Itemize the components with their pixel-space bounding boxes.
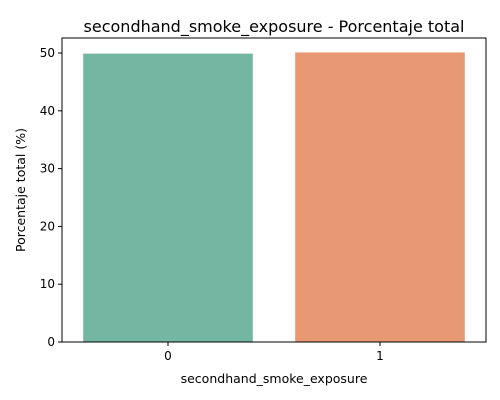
y-tick-label-50: 50 — [40, 46, 55, 60]
chart-title: secondhand_smoke_exposure - Porcentaje t… — [84, 17, 465, 37]
bar-1 — [295, 52, 465, 342]
y-tick-label-10: 10 — [40, 277, 55, 291]
y-axis: 0 10 20 30 40 50 — [40, 46, 62, 349]
y-tick-label-0: 0 — [47, 335, 55, 349]
y-tick-label-30: 30 — [40, 162, 55, 176]
x-tick-label-1: 1 — [376, 349, 384, 363]
x-tick-label-0: 0 — [164, 349, 172, 363]
y-tick-label-20: 20 — [40, 219, 55, 233]
y-tick-label-40: 40 — [40, 104, 55, 118]
y-axis-label: Porcentaje total (%) — [13, 128, 28, 252]
bars-group — [83, 52, 465, 343]
x-axis-label: secondhand_smoke_exposure — [181, 371, 368, 386]
bar-0 — [83, 53, 253, 343]
plot-frame — [61, 37, 487, 343]
